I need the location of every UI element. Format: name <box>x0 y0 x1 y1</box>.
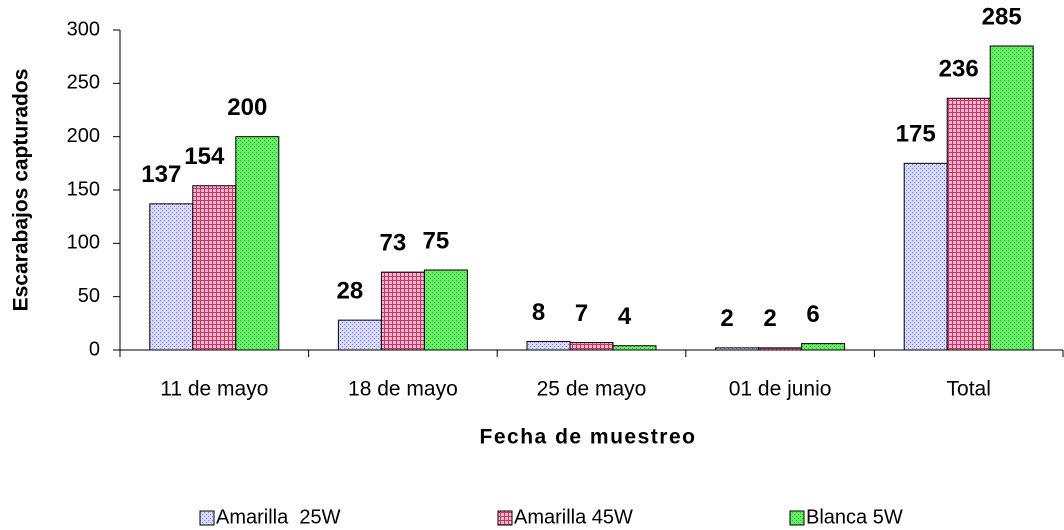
bar <box>801 343 846 351</box>
bar <box>380 271 425 351</box>
bar <box>946 97 991 351</box>
data-label: 4 <box>618 303 632 330</box>
bar <box>192 185 237 351</box>
legend-label: Amarilla 45W <box>514 506 633 528</box>
bar <box>989 45 1034 351</box>
bar <box>337 319 382 351</box>
data-label: 175 <box>896 121 936 148</box>
bar <box>569 342 614 351</box>
data-label: 8 <box>532 299 545 326</box>
y-axis-title: Escarabajos capturados <box>10 69 33 312</box>
y-tick-label: 200 <box>67 125 100 147</box>
bar <box>423 269 468 351</box>
y-tick-label: 0 <box>89 338 100 360</box>
x-tick-label: 25 de mayo <box>537 378 647 401</box>
data-label: 2 <box>720 305 733 332</box>
bar <box>758 347 803 351</box>
x-tick-label: 18 de mayo <box>348 378 458 401</box>
data-label: 285 <box>982 3 1022 30</box>
data-label: 154 <box>184 143 225 170</box>
y-tick-label: 250 <box>67 72 100 94</box>
bar <box>903 162 948 351</box>
y-tick-label: 50 <box>78 285 100 307</box>
x-axis-title: Fecha de muestreo <box>480 426 697 449</box>
data-label: 6 <box>806 301 819 328</box>
data-label: 137 <box>141 161 181 188</box>
data-label: 73 <box>380 229 407 256</box>
bar <box>715 347 760 351</box>
legend-swatch <box>789 510 805 526</box>
x-tick-label: 01 de junio <box>729 378 832 401</box>
y-tick-label: 300 <box>67 18 100 40</box>
x-tick-label: Total <box>947 378 991 401</box>
legend-swatch <box>199 510 215 526</box>
data-label: 28 <box>337 277 364 304</box>
x-tick-label: 11 de mayo <box>160 378 268 401</box>
legend-label: Blanca 5W <box>806 506 903 528</box>
data-label: 200 <box>227 94 267 121</box>
bar <box>149 203 194 351</box>
data-label: 236 <box>939 56 979 83</box>
bar <box>526 340 571 351</box>
bar <box>235 136 280 351</box>
bar <box>612 345 657 351</box>
legend-label: Amarilla 25W <box>216 506 341 528</box>
data-label: 75 <box>423 227 450 254</box>
data-label: 7 <box>575 300 588 327</box>
data-label: 2 <box>763 305 776 332</box>
y-tick-label: 100 <box>67 232 100 254</box>
legend-swatch <box>497 510 513 526</box>
y-tick-label: 150 <box>67 178 100 200</box>
